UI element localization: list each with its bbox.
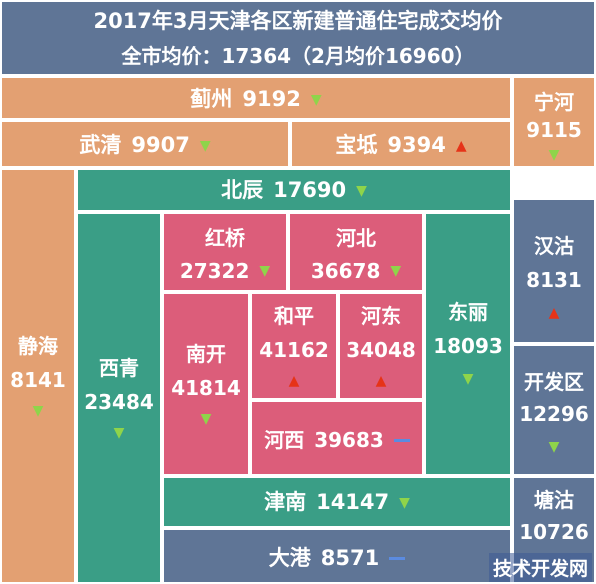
district-price: 39683 [314,428,384,452]
district-hangu: 汉沽 8131 ▲ [512,198,596,344]
trend-down-icon: ▼ [32,403,44,419]
district-price: 9394 [387,133,446,157]
district-hexi: 河西 39683 [250,400,424,476]
district-price: 9115 [526,118,582,142]
district-price: 8131 [526,268,582,292]
district-xiqing: 西青 23484 ▼ [76,212,162,584]
trend-down-icon: ▼ [199,137,211,154]
district-jinnan: 津南 14147 ▼ [162,476,512,528]
district-name: 开发区 [524,370,584,394]
header-banner: 2017年3月天津各区新建普通住宅成交均价 全市均价：17364（2月均价169… [0,0,596,76]
district-name: 蓟州 [190,87,233,111]
trend-flat-icon [393,438,410,442]
page-title: 2017年3月天津各区新建普通住宅成交均价 [93,9,503,33]
district-beichen: 北辰 17690 ▼ [76,168,512,212]
district-dagang: 大港 8571 [162,528,512,584]
district-price: 10726 [519,520,589,544]
district-name: 宝坻 [335,133,378,157]
trend-up-icon: ▲ [288,373,300,389]
district-price: 41162 [259,338,329,362]
district-name: 汉沽 [534,234,574,258]
district-price: 17690 [273,178,347,202]
city-average: 全市均价：17364（2月均价16960） [121,44,475,68]
district-dongli: 东丽 18093 ▼ [424,212,512,476]
district-kaifaqu: 开发区 12296 ▼ [512,344,596,476]
district-price: 34048 [346,338,416,362]
district-name: 静海 [18,334,58,358]
district-hongqiao: 红桥 27322 ▼ [162,212,288,292]
trend-down-icon: ▼ [548,147,560,163]
district-name: 大港 [268,546,311,570]
district-hedong: 河东 34048 ▲ [338,292,424,400]
district-name: 河东 [361,304,401,328]
district-price: 14147 [316,490,390,514]
trend-up-icon: ▲ [455,137,467,154]
district-hebei: 河北 36678 ▼ [288,212,424,292]
district-name: 西青 [99,356,139,380]
district-price: 8141 [10,368,66,392]
site-watermark: 技术开发网 [488,553,592,582]
district-nankai: 南开 41814 ▼ [162,292,250,476]
trend-up-icon: ▲ [375,373,387,389]
district-name: 南开 [186,342,226,366]
district-ninghe: 宁河 9115 ▼ [512,76,596,168]
district-price: 23484 [84,390,154,414]
district-name: 河西 [264,428,305,452]
district-name: 北辰 [221,178,264,202]
district-baodi: 宝坻 9394 ▲ [290,120,512,168]
trend-down-icon: ▼ [548,439,560,455]
trend-flat-icon [389,557,406,560]
district-name: 武清 [79,133,122,157]
district-price: 27322 [179,259,250,283]
district-name: 河北 [336,226,376,250]
district-price: 12296 [519,402,589,426]
district-wuqing: 武清 9907 ▼ [0,120,290,168]
trend-down-icon: ▼ [259,263,271,279]
district-name: 津南 [264,490,307,514]
trend-down-icon: ▼ [390,263,402,279]
district-name: 和平 [274,304,314,328]
district-price: 8571 [320,546,380,570]
district-price: 36678 [310,259,381,283]
trend-down-icon: ▼ [399,494,410,511]
trend-down-icon: ▼ [200,411,212,427]
trend-down-icon: ▼ [462,371,474,387]
district-name: 宁河 [534,90,574,114]
district-name: 东丽 [448,300,488,324]
district-price: 9907 [131,133,190,157]
trend-down-icon: ▼ [310,91,322,108]
trend-down-icon: ▼ [356,182,367,199]
district-price: 18093 [433,334,503,358]
district-name: 塘沽 [534,488,574,512]
district-jizhou: 蓟州 9192 ▼ [0,76,512,120]
district-heping: 和平 41162 ▲ [250,292,338,400]
trend-up-icon: ▲ [548,305,560,321]
trend-down-icon: ▼ [113,425,125,441]
district-name: 红桥 [205,226,245,250]
district-price: 9192 [242,87,301,111]
district-price: 41814 [171,376,241,400]
district-jinghai: 静海 8141 ▼ [0,168,76,584]
